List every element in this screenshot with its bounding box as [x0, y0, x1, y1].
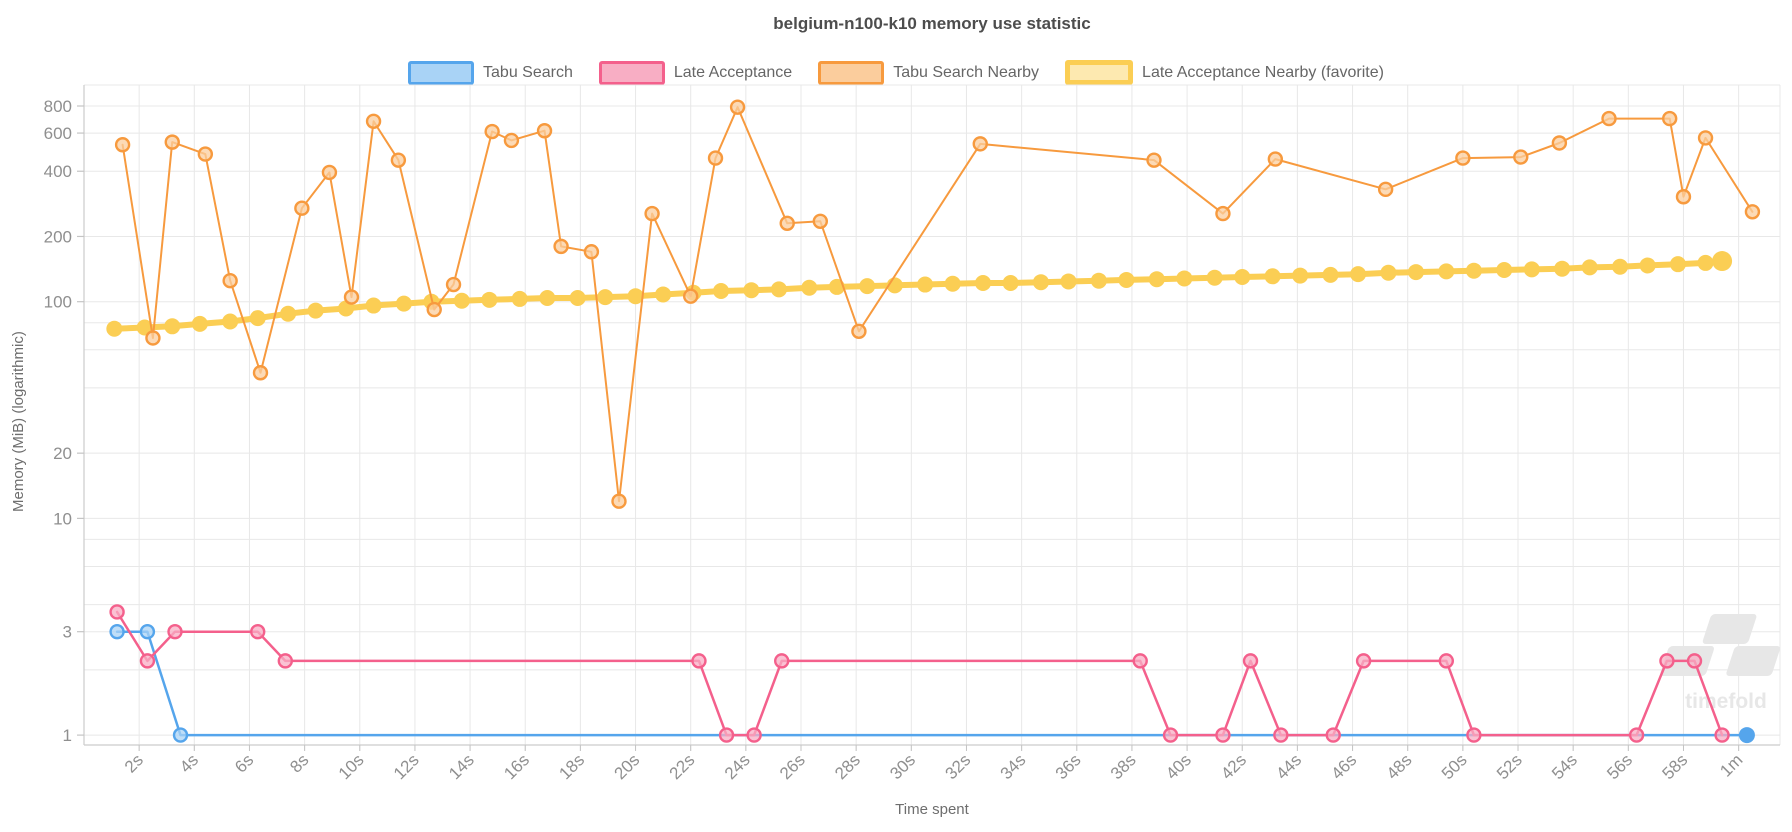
legend-swatch-tabu-search-icon: [408, 60, 475, 85]
series-late-acceptance: [109, 604, 1730, 743]
svg-text:4s: 4s: [176, 750, 202, 776]
svg-text:50s: 50s: [1438, 750, 1471, 783]
series-tabu-search: [109, 623, 1755, 744]
gridlines: [83, 84, 1781, 751]
svg-text:24s: 24s: [721, 750, 754, 783]
svg-text:200: 200: [44, 227, 72, 246]
legend-item-tabu-search[interactable]: Tabu Search: [408, 60, 573, 85]
x-axis-title: Time spent: [895, 801, 969, 818]
svg-text:10: 10: [53, 509, 72, 528]
svg-text:10s: 10s: [335, 750, 368, 783]
series-tabu-search-nearby: [114, 99, 1761, 509]
svg-text:1m: 1m: [1716, 750, 1746, 780]
y-axis-title: Memory (MiB) (logarithmic): [10, 331, 27, 512]
legend: Tabu Search Late Acceptance Tabu Search …: [0, 60, 1792, 85]
chart-title: belgium-n100-k10 memory use statistic: [773, 14, 1091, 33]
legend-label: Late Acceptance: [673, 63, 793, 81]
svg-text:100: 100: [44, 293, 72, 312]
svg-text:1: 1: [63, 726, 72, 745]
legend-label: Tabu Search Nearby: [893, 63, 1040, 81]
svg-text:30s: 30s: [886, 750, 919, 783]
legend-item-tabu-search-nearby[interactable]: Tabu Search Nearby: [818, 60, 1040, 85]
svg-text:timefold: timefold: [1685, 690, 1767, 713]
legend-label: Tabu Search: [483, 63, 573, 81]
svg-text:3: 3: [63, 623, 72, 642]
svg-text:6s: 6s: [231, 750, 257, 776]
y-axis-labels: 800 600 400 200 100 20 10 3 1: [44, 97, 84, 745]
svg-text:28s: 28s: [831, 750, 864, 783]
svg-text:38s: 38s: [1107, 750, 1140, 783]
svg-text:48s: 48s: [1383, 750, 1416, 783]
svg-text:58s: 58s: [1658, 750, 1691, 783]
svg-text:36s: 36s: [1052, 750, 1085, 783]
svg-text:400: 400: [44, 162, 72, 181]
series-late-acceptance-nearby-favorite: [106, 251, 1733, 337]
svg-text:2s: 2s: [121, 750, 147, 776]
svg-text:800: 800: [44, 97, 72, 116]
svg-text:56s: 56s: [1603, 750, 1636, 783]
svg-text:22s: 22s: [666, 750, 699, 783]
svg-text:54s: 54s: [1548, 750, 1581, 783]
legend-swatch-late-acceptance-nearby-icon: [1065, 60, 1134, 85]
legend-swatch-tabu-search-nearby-icon: [818, 60, 885, 85]
svg-text:12s: 12s: [390, 750, 423, 783]
svg-text:42s: 42s: [1217, 750, 1250, 783]
svg-text:44s: 44s: [1272, 750, 1305, 783]
svg-text:18s: 18s: [555, 750, 588, 783]
legend-item-late-acceptance-nearby[interactable]: Late Acceptance Nearby (favorite): [1065, 60, 1384, 85]
svg-text:14s: 14s: [445, 750, 478, 783]
svg-text:34s: 34s: [997, 750, 1030, 783]
svg-text:52s: 52s: [1493, 750, 1526, 783]
svg-text:40s: 40s: [1162, 750, 1195, 783]
legend-swatch-late-acceptance-icon: [598, 60, 665, 85]
legend-label: Late Acceptance Nearby (favorite): [1142, 63, 1384, 81]
svg-text:46s: 46s: [1328, 750, 1361, 783]
x-axis-labels: 2s 4s 6s 8s 10s 12s 14s 16s 18s 20s 22s 24s 26s 28s 30…: [121, 745, 1746, 783]
legend-item-late-acceptance[interactable]: Late Acceptance: [598, 60, 793, 85]
svg-text:20s: 20s: [611, 750, 644, 783]
svg-text:20: 20: [53, 444, 72, 463]
timefold-watermark: timefold: [1660, 614, 1780, 713]
svg-text:8s: 8s: [286, 750, 312, 776]
svg-text:32s: 32s: [941, 750, 974, 783]
svg-text:26s: 26s: [776, 750, 809, 783]
svg-text:16s: 16s: [500, 750, 533, 783]
svg-text:600: 600: [44, 124, 72, 143]
